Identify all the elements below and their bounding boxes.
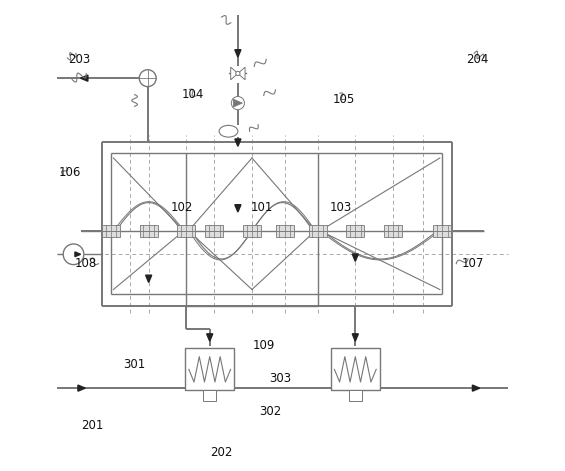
- Circle shape: [231, 97, 245, 110]
- Polygon shape: [231, 67, 238, 80]
- Bar: [140, 231, 158, 237]
- Circle shape: [236, 72, 240, 76]
- Polygon shape: [472, 385, 480, 391]
- Bar: [177, 225, 195, 231]
- Bar: [243, 225, 261, 231]
- Text: 107: 107: [462, 257, 484, 270]
- Text: 108: 108: [75, 257, 97, 270]
- Text: 103: 103: [330, 201, 353, 214]
- Polygon shape: [235, 139, 241, 146]
- Bar: [309, 231, 327, 237]
- Polygon shape: [235, 205, 241, 212]
- Bar: [102, 231, 120, 237]
- Polygon shape: [352, 334, 358, 341]
- Bar: [346, 231, 364, 237]
- Bar: [433, 231, 451, 237]
- Bar: [206, 225, 223, 231]
- Text: 105: 105: [332, 93, 355, 106]
- Bar: [346, 225, 364, 231]
- Bar: [203, 390, 216, 401]
- Text: 101: 101: [250, 201, 272, 214]
- Polygon shape: [235, 50, 241, 57]
- Bar: [206, 231, 223, 237]
- Polygon shape: [233, 99, 242, 107]
- Text: 303: 303: [269, 372, 291, 385]
- Text: 104: 104: [182, 88, 205, 101]
- Polygon shape: [81, 75, 88, 81]
- Bar: [276, 225, 294, 231]
- Polygon shape: [207, 334, 213, 341]
- Bar: [276, 231, 294, 237]
- Text: 109: 109: [253, 340, 275, 352]
- Text: 204: 204: [466, 53, 489, 66]
- Text: 203: 203: [68, 53, 91, 66]
- Text: 202: 202: [210, 446, 233, 459]
- Text: 106: 106: [59, 166, 81, 179]
- Bar: [177, 231, 195, 237]
- Bar: [331, 348, 380, 390]
- Text: 302: 302: [260, 405, 282, 418]
- Circle shape: [63, 244, 84, 265]
- Polygon shape: [78, 385, 85, 391]
- Ellipse shape: [219, 125, 238, 137]
- Bar: [309, 225, 327, 231]
- Polygon shape: [238, 67, 245, 80]
- Bar: [384, 225, 402, 231]
- Text: 301: 301: [123, 358, 146, 371]
- Circle shape: [139, 70, 156, 87]
- Text: 102: 102: [170, 201, 193, 214]
- Bar: [433, 225, 451, 231]
- Bar: [185, 348, 234, 390]
- Bar: [140, 225, 158, 231]
- Bar: [384, 231, 402, 237]
- Polygon shape: [352, 254, 358, 261]
- Bar: [102, 225, 120, 231]
- Polygon shape: [146, 275, 152, 283]
- Bar: [349, 390, 362, 401]
- Text: 201: 201: [81, 419, 103, 432]
- Bar: [243, 231, 261, 237]
- Polygon shape: [75, 252, 81, 257]
